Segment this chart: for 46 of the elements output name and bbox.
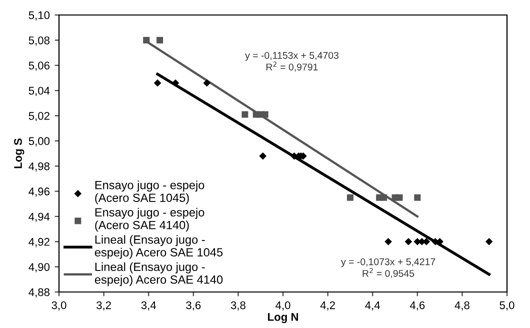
point bbox=[380, 194, 388, 201]
x-tick-label: 4,2 bbox=[320, 301, 335, 310]
x-tick-label: 3,4 bbox=[141, 301, 156, 310]
point bbox=[154, 79, 162, 87]
point bbox=[203, 79, 211, 87]
y-tick-label: 5,06 bbox=[28, 62, 50, 71]
y-tick-label: 4,88 bbox=[28, 288, 50, 298]
x-tick-label: 4,4 bbox=[365, 301, 380, 310]
x-axis-title: Log N bbox=[268, 313, 298, 324]
y-tick-label: 5,10 bbox=[28, 11, 50, 20]
annotation: y = -0,1073x + 5,4217 R$^{2}$ = 0,9545 bbox=[341, 258, 436, 278]
point bbox=[156, 36, 164, 44]
legend-label: Ensayo jugo - espejo (Acero SAE 4140) bbox=[95, 208, 204, 232]
x-tick-label: 3,2 bbox=[96, 301, 111, 310]
point bbox=[396, 194, 403, 201]
y-tick-label: 5,02 bbox=[28, 112, 50, 122]
point bbox=[143, 36, 150, 44]
y-tick-label: 4,94 bbox=[28, 212, 50, 222]
legend-label: Ensayo jugo - espejo (Acero SAE 1045) bbox=[95, 180, 204, 204]
x-tick-label: 5,0 bbox=[500, 301, 514, 310]
point bbox=[262, 111, 268, 118]
legend-label: Lineal (Ensayo jugo - espejo) Acero SAE 4140 bbox=[94, 262, 223, 286]
point bbox=[485, 238, 493, 246]
point bbox=[172, 79, 180, 87]
x-tick-label: 4,6 bbox=[410, 301, 425, 310]
point bbox=[346, 194, 354, 201]
y-tick-label: 5,00 bbox=[28, 137, 50, 146]
point bbox=[259, 152, 267, 160]
y-tick-label: 5,04 bbox=[28, 86, 50, 96]
y-tick-label: 4,92 bbox=[28, 238, 50, 248]
x-tick-label: 4,0 bbox=[276, 301, 290, 310]
y-tick-label: 4,98 bbox=[28, 162, 50, 172]
annotation: y = -0,1153x + 5,4703 R$^{2}$ = 0,9791 bbox=[245, 52, 338, 72]
y-tick-label: 4,90 bbox=[28, 263, 50, 272]
point bbox=[242, 111, 248, 118]
point bbox=[384, 238, 392, 246]
x-tick-label: 4,8 bbox=[454, 301, 470, 310]
x-tick-label: 3,6 bbox=[186, 301, 201, 310]
point bbox=[414, 194, 421, 201]
x-tick-label: 3,8 bbox=[230, 301, 246, 310]
legend-label: Lineal (Ensayo jugo - espejo) Acero SAE 1045 bbox=[94, 235, 223, 259]
y-tick-label: 5,08 bbox=[28, 36, 50, 46]
point bbox=[404, 238, 412, 246]
x-tick-label: 3,0 bbox=[52, 301, 66, 310]
y-axis-title: Log S bbox=[14, 138, 24, 168]
y-tick-label: 4,96 bbox=[28, 188, 50, 197]
